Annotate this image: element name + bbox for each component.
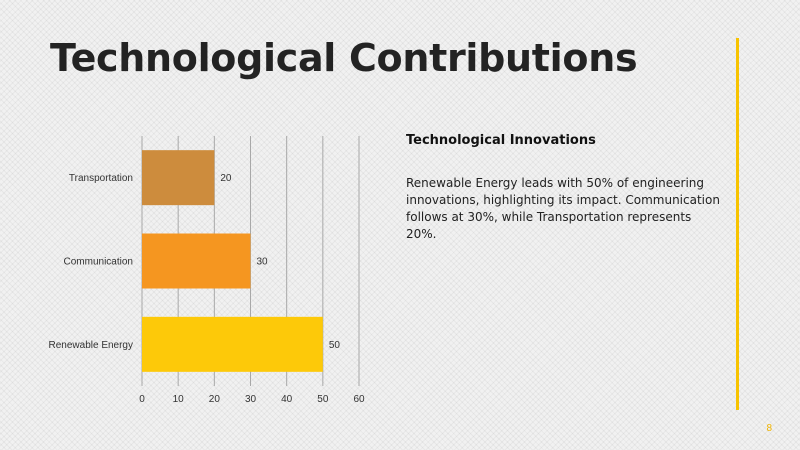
chart-bars — [142, 150, 323, 372]
x-tick-label-4: 40 — [281, 394, 293, 405]
x-tick-label-0: 0 — [139, 394, 145, 405]
x-tick-label-2: 20 — [209, 394, 221, 405]
bar-0 — [142, 150, 215, 206]
bar-2 — [142, 316, 323, 372]
x-tick-label-1: 10 — [173, 394, 185, 405]
slide-title: Technological Contributions — [50, 36, 638, 80]
category-label-2: Renewable Energy — [49, 340, 134, 351]
bar-1 — [142, 233, 251, 289]
value-label-0: 20 — [220, 173, 232, 184]
category-label-1: Communication — [64, 257, 133, 268]
x-tick-label-5: 50 — [317, 394, 329, 405]
innovations-heading: Technological Innovations — [406, 133, 596, 148]
value-label-1: 30 — [257, 257, 269, 268]
accent-divider — [736, 38, 739, 410]
page-number: 8 — [766, 423, 772, 434]
innovations-description: Renewable Energy leads with 50% of engin… — [406, 176, 720, 241]
category-label-0: Transportation — [69, 173, 133, 184]
x-tick-label-6: 60 — [353, 394, 365, 405]
x-tick-label-3: 30 — [245, 394, 257, 405]
chart-labels: 0 10 20 30 40 50 60 Transportation 20 Communicati… — [49, 173, 365, 405]
value-label-2: 50 — [329, 340, 341, 351]
